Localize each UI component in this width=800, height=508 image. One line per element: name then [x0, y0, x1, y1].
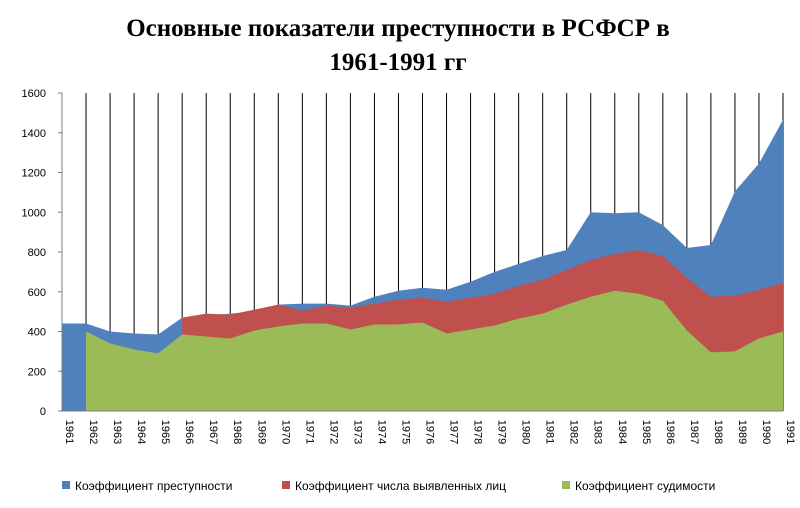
x-tick-label-1984: 1984 [616, 420, 628, 444]
x-tick-label-1974: 1974 [375, 420, 387, 444]
x-tick-label-1988: 1988 [712, 420, 724, 444]
y-tick-label-1200: 1200 [22, 168, 46, 180]
x-tick-label-1990: 1990 [760, 420, 772, 444]
y-tick-label-1600: 1600 [22, 88, 46, 100]
chart-title-line1: Основные показатели преступности в РСФСР… [126, 15, 670, 42]
y-tick-label-1400: 1400 [22, 128, 46, 140]
x-tick-label-1989: 1989 [736, 420, 748, 444]
legend: Коэффициент преступности Коэффициент числ… [62, 479, 715, 493]
y-tick-label-400: 400 [28, 327, 46, 339]
y-tick-label-1000: 1000 [22, 207, 46, 219]
y-axis-ticks: 0 200 400 600 800 1000 1200 1400 1600 [22, 88, 62, 418]
legend-swatch-2 [282, 481, 290, 489]
x-tick-label-1980: 1980 [520, 420, 532, 444]
x-tick-label-1972: 1972 [327, 420, 339, 444]
legend-label-3: Коэффициент судимости [575, 479, 715, 493]
y-tick-label-800: 800 [28, 247, 46, 259]
x-axis-ticks: 1961 1962 1963 1964 1965 1966 1967 1968 1969 1970… [63, 420, 796, 444]
y-tick-label-0: 0 [40, 406, 46, 418]
y-tick-label-600: 600 [28, 287, 46, 299]
x-tick-label-1986: 1986 [664, 420, 676, 444]
x-tick-label-1973: 1973 [351, 420, 363, 444]
x-tick-label-1961: 1961 [63, 420, 75, 444]
legend-item-3: Коэффициент судимости [562, 479, 715, 493]
legend-label-2: Коэффициент числа выявленных лиц [295, 479, 506, 493]
x-tick-label-1965: 1965 [159, 420, 171, 444]
plot-areas [62, 119, 783, 411]
x-tick-label-1991: 1991 [784, 420, 796, 444]
x-tick-label-1970: 1970 [279, 420, 291, 444]
y-tick-label-200: 200 [28, 366, 46, 378]
legend-label-1: Коэффициент преступности [75, 479, 232, 493]
x-tick-label-1966: 1966 [183, 420, 195, 444]
x-tick-label-1979: 1979 [496, 420, 508, 444]
area-series-3 [86, 290, 783, 411]
x-tick-label-1976: 1976 [424, 420, 436, 444]
legend-item-2: Коэффициент числа выявленных лиц [282, 479, 506, 493]
x-tick-label-1969: 1969 [255, 420, 267, 444]
x-tick-label-1963: 1963 [111, 420, 123, 444]
x-tick-label-1967: 1967 [207, 420, 219, 444]
x-tick-label-1983: 1983 [592, 420, 604, 444]
x-tick-label-1971: 1971 [303, 420, 315, 444]
x-tick-label-1964: 1964 [135, 420, 147, 444]
chart-title-line2: 1961-1991 гг [329, 49, 466, 76]
x-tick-label-1962: 1962 [87, 420, 99, 444]
x-tick-label-1982: 1982 [568, 420, 580, 444]
x-tick-label-1987: 1987 [688, 420, 700, 444]
x-tick-label-1985: 1985 [640, 420, 652, 444]
legend-swatch-1 [62, 481, 70, 489]
legend-swatch-3 [562, 481, 570, 489]
x-tick-label-1968: 1968 [231, 420, 243, 444]
x-tick-label-1981: 1981 [544, 420, 556, 444]
x-tick-label-1978: 1978 [472, 420, 484, 444]
legend-item-1: Коэффициент преступности [62, 479, 232, 493]
x-tick-label-1977: 1977 [448, 420, 460, 444]
x-tick-label-1975: 1975 [399, 420, 411, 444]
